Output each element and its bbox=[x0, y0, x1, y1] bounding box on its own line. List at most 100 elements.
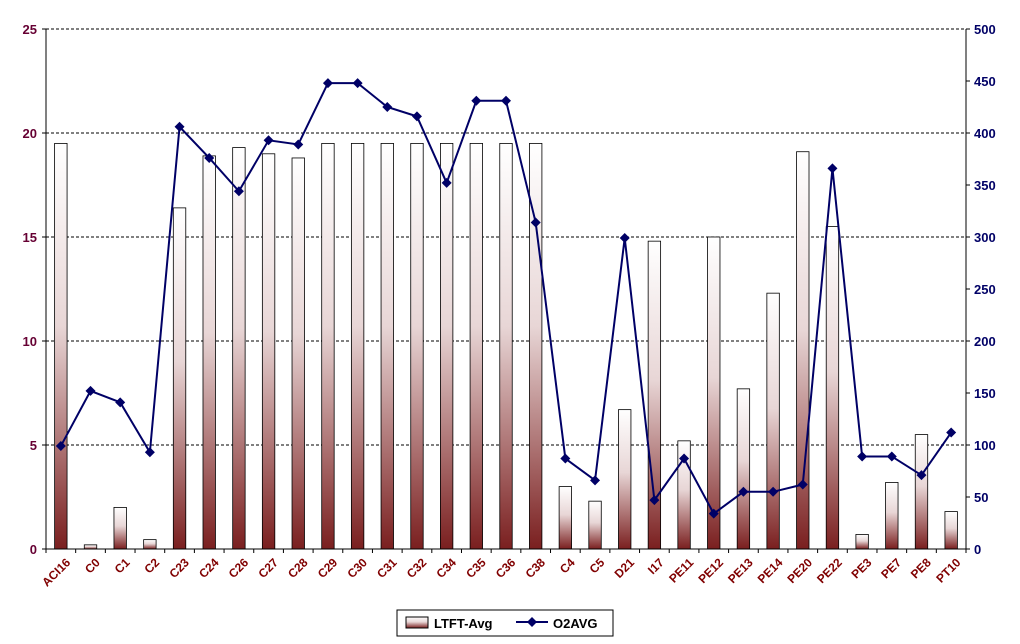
point-c2 bbox=[144, 447, 155, 458]
bar-c24 bbox=[202, 155, 216, 550]
tick-label-x: C29 bbox=[315, 555, 341, 581]
point-c24 bbox=[204, 152, 215, 163]
tick-label-x: C31 bbox=[374, 555, 400, 581]
bar-pe22 bbox=[825, 226, 840, 550]
tick-label-x: C24 bbox=[196, 555, 222, 581]
bar-c5 bbox=[588, 500, 602, 550]
bar-c2 bbox=[143, 539, 157, 550]
bar-c30 bbox=[350, 142, 365, 550]
point-c36 bbox=[501, 95, 511, 106]
tick-label-x: PE13 bbox=[725, 555, 756, 586]
point-i17 bbox=[649, 495, 660, 506]
bar-c26 bbox=[232, 147, 246, 550]
tick-label-left: 10 bbox=[23, 334, 37, 349]
tick-label-x: PE7 bbox=[878, 555, 904, 581]
point-c28 bbox=[293, 139, 304, 150]
tick-label-right: 150 bbox=[974, 386, 996, 401]
point-c23 bbox=[174, 121, 185, 132]
tick-label-left: 20 bbox=[23, 126, 37, 141]
tick-label-x: ACI16 bbox=[39, 555, 73, 589]
tick-label-right: 50 bbox=[974, 490, 988, 505]
tick-label-x: PE11 bbox=[666, 555, 696, 585]
tick-label-x: D21 bbox=[612, 555, 638, 581]
legend-swatch-ltft-avg bbox=[405, 616, 429, 629]
tick-label-x: C34 bbox=[434, 555, 460, 581]
legend-marker-o2avg bbox=[527, 617, 537, 627]
tick-label-x: C35 bbox=[463, 555, 489, 581]
point-pe13 bbox=[738, 486, 749, 497]
bar-c23 bbox=[172, 207, 187, 550]
tick-label-right: 500 bbox=[974, 22, 996, 37]
bar-c0 bbox=[83, 544, 98, 550]
point-c4 bbox=[560, 453, 571, 464]
tick-label-x: C4 bbox=[557, 555, 578, 576]
axes bbox=[42, 28, 970, 553]
bar-c34 bbox=[440, 142, 454, 550]
point-c30 bbox=[352, 78, 363, 89]
tick-label-x: PE3 bbox=[849, 555, 875, 581]
tick-label-right: 200 bbox=[974, 334, 996, 349]
point-c31 bbox=[382, 102, 393, 112]
point-c34 bbox=[441, 177, 452, 188]
bar-aci16 bbox=[54, 142, 68, 550]
bar-c4 bbox=[558, 486, 572, 550]
tick-label-right: 450 bbox=[974, 74, 996, 89]
bar-pt10 bbox=[944, 511, 958, 550]
point-c29 bbox=[322, 78, 333, 89]
legend-label-ltft-avg: LTFT-Avg bbox=[434, 616, 493, 631]
point-pe20 bbox=[797, 479, 808, 490]
point-pe14 bbox=[768, 486, 779, 497]
tick-label-x: C32 bbox=[404, 555, 430, 581]
bar-pe12 bbox=[707, 236, 721, 550]
point-c27 bbox=[263, 135, 274, 146]
tick-label-x: C23 bbox=[166, 555, 192, 581]
tick-label-x: C0 bbox=[82, 555, 103, 576]
point-d21 bbox=[619, 233, 630, 244]
bar-c1 bbox=[113, 506, 127, 550]
tick-label-right: 400 bbox=[974, 126, 996, 141]
tick-label-x: C27 bbox=[255, 555, 281, 581]
legend: LTFT-Avg O2AVG bbox=[396, 609, 614, 637]
tick-label-x: PE20 bbox=[784, 555, 815, 586]
bar-pe8 bbox=[914, 434, 929, 550]
tick-label-x: C36 bbox=[493, 555, 519, 581]
tick-label-x: C2 bbox=[141, 555, 162, 576]
point-c0 bbox=[85, 385, 96, 396]
point-pe11 bbox=[679, 453, 690, 464]
tick-label-x: C5 bbox=[587, 555, 608, 576]
legend-box bbox=[396, 609, 614, 637]
bar-c35 bbox=[469, 142, 483, 550]
tick-label-x: PE22 bbox=[814, 555, 845, 586]
point-pe3 bbox=[857, 451, 868, 462]
point-pe22 bbox=[827, 163, 838, 174]
tick-label-left: 5 bbox=[30, 438, 37, 453]
point-c26 bbox=[233, 186, 244, 197]
point-pe12 bbox=[708, 508, 719, 519]
tick-label-left: 15 bbox=[23, 230, 37, 245]
tick-label-right: 250 bbox=[974, 282, 996, 297]
line-series-o2avg bbox=[55, 78, 957, 519]
bar-pe3 bbox=[855, 534, 869, 550]
bar-c31 bbox=[380, 142, 394, 550]
tick-label-left: 0 bbox=[30, 542, 37, 557]
point-pt10 bbox=[946, 427, 957, 438]
bar-pe14 bbox=[766, 292, 780, 550]
point-c5 bbox=[590, 475, 601, 486]
point-c32 bbox=[411, 111, 422, 122]
point-c35 bbox=[471, 95, 482, 106]
bar-pe7 bbox=[885, 482, 899, 550]
bar-c28 bbox=[291, 157, 305, 550]
bar-c32 bbox=[410, 142, 424, 550]
tick-label-right: 350 bbox=[974, 178, 996, 193]
tick-label-x: PE12 bbox=[695, 555, 726, 586]
bar-c29 bbox=[321, 142, 335, 550]
legend-label-o2avg: O2AVG bbox=[553, 616, 598, 631]
tick-label-x: PT10 bbox=[933, 555, 963, 585]
tick-label-x: C38 bbox=[523, 555, 549, 581]
bar-series-ltft-avg bbox=[54, 142, 958, 550]
bar-pe13 bbox=[736, 388, 751, 550]
tick-label-x: C26 bbox=[226, 555, 252, 581]
point-pe7 bbox=[886, 451, 897, 462]
tick-label-x: PE14 bbox=[755, 555, 786, 586]
